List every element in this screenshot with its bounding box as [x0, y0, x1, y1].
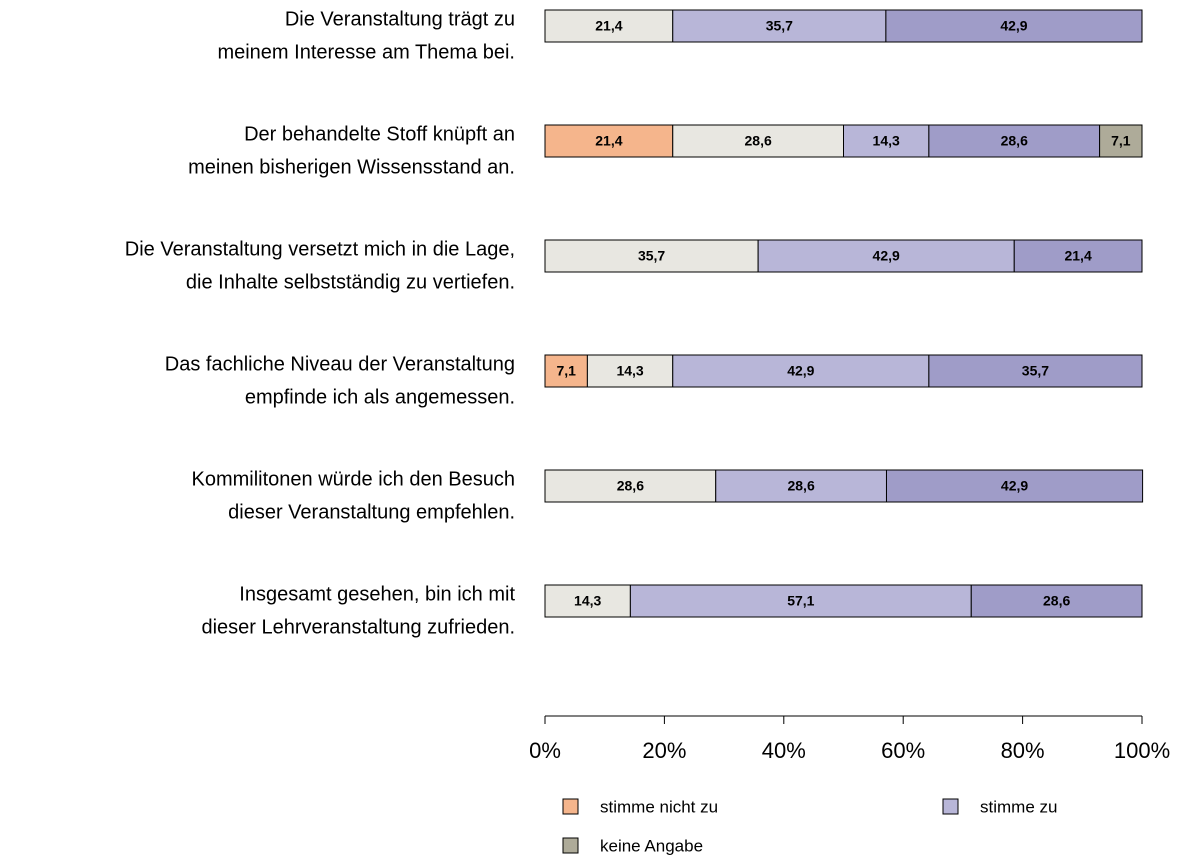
category-label: meinen bisherigen Wissensstand an.	[188, 156, 515, 178]
value-label: 42,9	[1001, 478, 1028, 494]
category-label: dieser Lehrveranstaltung zufrieden.	[201, 616, 515, 638]
category-label: meinem Interesse am Thema bei.	[217, 41, 515, 63]
x-tick-label: 0%	[529, 738, 561, 763]
bar-segment	[544, 239, 759, 273]
value-label: 42,9	[787, 363, 814, 379]
bar-segment	[885, 469, 1144, 503]
value-label: 42,9	[1000, 18, 1027, 34]
value-label: 28,6	[787, 478, 814, 494]
bar-segment	[544, 469, 717, 503]
bar-segment	[715, 469, 887, 503]
legend-swatch	[942, 798, 959, 815]
value-label: 7,1	[556, 363, 576, 379]
value-label: 28,6	[1001, 133, 1028, 149]
value-label: 14,3	[873, 133, 900, 149]
legend-swatch	[562, 837, 579, 854]
bar-segment	[928, 354, 1143, 388]
legend-label: keine Angabe	[600, 836, 703, 855]
value-label: 14,3	[616, 363, 643, 379]
value-label: 21,4	[595, 18, 622, 34]
bar-segment	[885, 9, 1143, 43]
value-label: 14,3	[574, 593, 601, 609]
bar-segment	[544, 354, 588, 388]
category-label: die Inhalte selbstständig zu vertiefen.	[186, 271, 515, 293]
bar-segment	[1099, 124, 1143, 158]
value-label: 57,1	[787, 593, 814, 609]
value-label: 21,4	[1064, 248, 1091, 264]
bar-segment	[544, 9, 674, 43]
bar-segment	[586, 354, 674, 388]
category-label: Der behandelte Stoff knüpft an	[244, 123, 515, 145]
value-label: 35,7	[766, 18, 793, 34]
bar-segment	[1013, 239, 1143, 273]
value-label: 28,6	[745, 133, 772, 149]
bar-segment	[544, 584, 631, 618]
bar-segment	[672, 124, 844, 158]
category-label: Kommilitonen würde ich den Besuch	[191, 468, 515, 490]
value-label: 35,7	[638, 248, 665, 264]
bar-segment	[928, 124, 1101, 158]
bar-segment	[843, 124, 930, 158]
value-label: 28,6	[1043, 593, 1070, 609]
legend-label: stimme zu	[980, 797, 1057, 816]
x-tick-label: 40%	[762, 738, 806, 763]
x-tick-label: 20%	[642, 738, 686, 763]
x-tick-label: 100%	[1114, 738, 1170, 763]
value-label: 28,6	[617, 478, 644, 494]
category-label: Die Veranstaltung versetzt mich in die L…	[125, 238, 515, 260]
x-tick-label: 60%	[881, 738, 925, 763]
bar-segment	[629, 584, 972, 618]
bar-segment	[672, 354, 930, 388]
legend-swatch	[562, 798, 579, 815]
category-label: empfinde ich als angemessen.	[245, 386, 515, 408]
category-label: Die Veranstaltung trägt zu	[285, 8, 515, 30]
category-label: dieser Veranstaltung empfehlen.	[228, 501, 515, 523]
legend-label: stimme nicht zu	[600, 797, 718, 816]
bar-segment	[672, 9, 887, 43]
value-label: 35,7	[1022, 363, 1049, 379]
value-label: 7,1	[1111, 133, 1131, 149]
category-label: Insgesamt gesehen, bin ich mit	[239, 583, 515, 605]
value-label: 42,9	[873, 248, 900, 264]
value-label: 21,4	[595, 133, 622, 149]
bar-segment	[757, 239, 1015, 273]
x-tick-label: 80%	[1001, 738, 1045, 763]
bar-segment	[970, 584, 1143, 618]
category-label: Das fachliche Niveau der Veranstaltung	[165, 353, 515, 375]
